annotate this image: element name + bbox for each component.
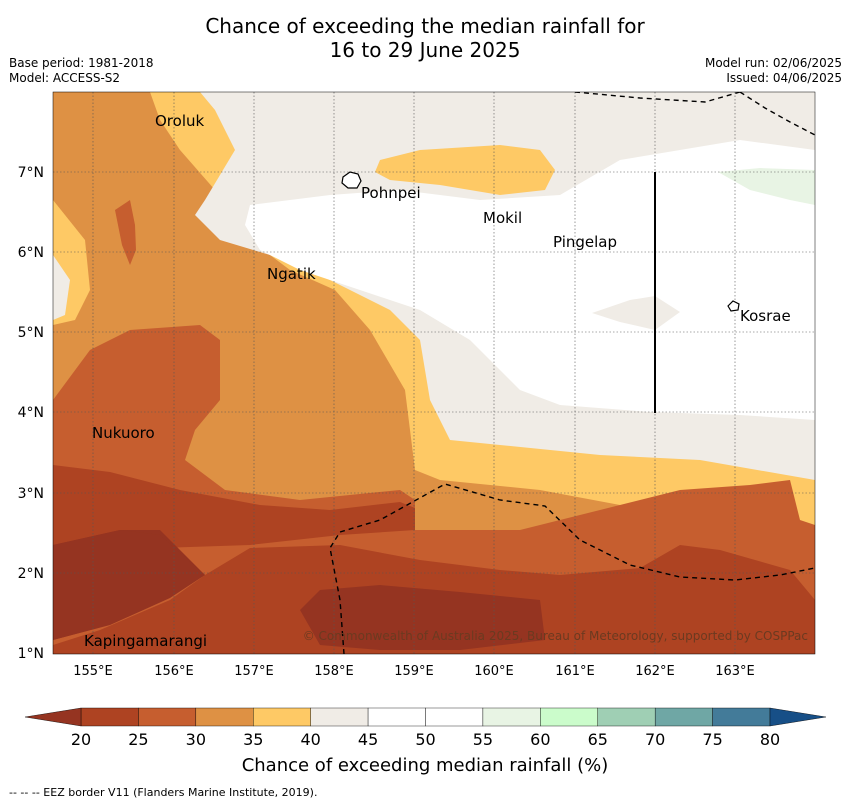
lon-tick: 162°E [635, 664, 675, 679]
colorbar-tick-label: 30 [186, 730, 206, 749]
rainfall-map: Oroluk Pohnpei Mokil Pingelap Ngatik Kos… [18, 91, 816, 679]
lon-tick: 157°E [234, 664, 274, 679]
colorbar: 20 25 30 35 40 45 50 55 60 65 70 75 80 [24, 707, 827, 749]
place-kapingamarangi: Kapingamarangi [84, 632, 207, 650]
place-mokil: Mokil [483, 209, 522, 227]
colorbar-segment [253, 707, 311, 727]
lat-tick: 3°N [18, 486, 44, 502]
lon-tick: 156°E [154, 664, 194, 679]
eez-border [329, 92, 815, 654]
lat-tick: 5°N [18, 325, 44, 341]
lon-tick: 160°E [474, 664, 514, 679]
colorbar-segment [195, 707, 254, 727]
place-kosrae: Kosrae [740, 307, 791, 325]
lat-tick: 7°N [18, 165, 44, 181]
lon-tick: 161°E [555, 664, 595, 679]
colorbar-segment [425, 707, 484, 727]
place-pingelap: Pingelap [553, 233, 617, 251]
colorbar-segment [367, 707, 426, 727]
lat-tick: 1°N [18, 646, 44, 662]
map-title-line1: Chance of exceeding the median rainfall … [205, 14, 645, 38]
lat-tick: 6°N [18, 245, 44, 261]
colorbar-under-arrow [24, 707, 82, 727]
place-pohnpei: Pohnpei [361, 184, 421, 202]
model-run: Model run: 02/06/2025 [704, 56, 842, 70]
place-ngatik: Ngatik [267, 265, 316, 283]
colorbar-segment [310, 707, 369, 727]
place-oroluk: Oroluk [155, 112, 204, 130]
colorbar-tick-label: 35 [243, 730, 263, 749]
colorbar-tick-label: 50 [415, 730, 435, 749]
colorbar-tick-label: 45 [358, 730, 378, 749]
colorbar-title: Chance of exceeding median rainfall (%) [241, 755, 609, 776]
map-fill: Oroluk Pohnpei Mokil Pingelap Ngatik Kos… [53, 92, 815, 654]
colorbar-segment [138, 707, 197, 727]
map-title-line2: 16 to 29 June 2025 [329, 38, 521, 62]
kosrae-island [727, 300, 740, 312]
colorbar-tick-label: 80 [760, 730, 780, 749]
lon-tick: 158°E [314, 664, 354, 679]
colorbar-segment [597, 707, 656, 727]
colorbar-over-arrow [769, 707, 827, 727]
colorbar-tick-label: 25 [128, 730, 148, 749]
colorbar-tick-label: 65 [588, 730, 608, 749]
eez-footnote: -- -- -- EEZ border V11 (Flanders Marine… [9, 786, 318, 799]
colorbar-tick-label: 60 [530, 730, 550, 749]
model-name: Model: ACCESS-S2 [9, 71, 121, 85]
colorbar-segment [540, 707, 598, 727]
colorbar-tick-label: 20 [71, 730, 91, 749]
lon-tick: 163°E [715, 664, 755, 679]
pohnpei-island [341, 171, 362, 189]
colorbar-tick-label: 70 [645, 730, 665, 749]
lat-tick: 2°N [18, 566, 44, 582]
lon-tick: 159°E [394, 664, 434, 679]
map-frame [52, 91, 816, 655]
colorbar-tick-label: 75 [702, 730, 722, 749]
colorbar-tick-label: 40 [300, 730, 320, 749]
colorbar-tick-label: 55 [473, 730, 493, 749]
colorbar-segment [80, 707, 139, 727]
base-period: Base period: 1981-2018 [9, 56, 154, 70]
issued-date: Issued: 04/06/2025 [726, 71, 842, 85]
colorbar-segment [654, 707, 713, 727]
place-nukuoro: Nukuoro [92, 424, 155, 442]
colorbar-segment [482, 707, 541, 727]
lon-tick: 155°E [73, 664, 113, 679]
colorbar-segment [712, 707, 771, 727]
lat-tick: 4°N [18, 405, 44, 421]
copyright-notice: © Commonwealth of Australia 2025, Bureau… [303, 629, 808, 643]
